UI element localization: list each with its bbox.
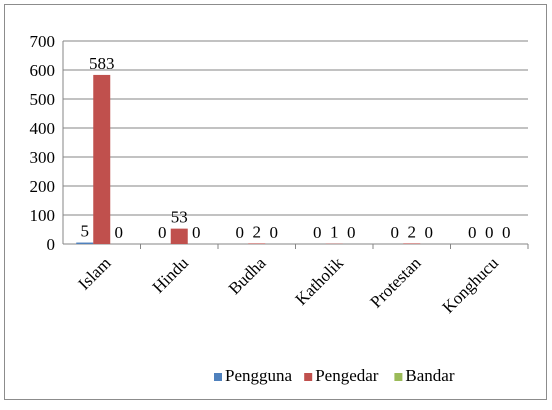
bar-pengedar (171, 229, 188, 244)
data-label: 583 (89, 54, 115, 73)
data-label: 0 (502, 223, 511, 242)
x-tick-label: Protestan (366, 253, 425, 312)
data-label: 2 (408, 222, 417, 241)
data-label: 2 (253, 222, 262, 241)
legend-swatch-pengguna (214, 373, 222, 381)
bar-pengedar (93, 75, 110, 244)
data-label: 0 (485, 223, 494, 242)
y-tick-label: 600 (30, 61, 56, 80)
bar-pengguna (76, 243, 93, 244)
bar-pengedar (248, 243, 265, 244)
x-tick-label: Hindu (149, 253, 193, 297)
y-tick-label: 100 (30, 206, 56, 225)
x-tick-label: Konghucu (439, 253, 503, 317)
x-tick-label: Islam (74, 253, 114, 293)
y-tick-label: 500 (30, 90, 56, 109)
bar-pengedar (403, 243, 420, 244)
y-tick-label: 700 (30, 32, 56, 51)
data-label: 0 (270, 223, 279, 242)
legend-swatch-bandar (394, 373, 402, 381)
data-label: 0 (313, 223, 322, 242)
legend-label-bandar: Bandar (405, 366, 454, 385)
data-label: 0 (391, 223, 400, 242)
data-label: 0 (347, 223, 356, 242)
y-tick-label: 0 (47, 235, 56, 254)
data-label: 0 (158, 223, 167, 242)
data-label: 0 (236, 223, 245, 242)
bar-chart: 0100200300400500600700Islam55830Hindu053… (5, 5, 552, 410)
legend-label-pengedar: Pengedar (315, 366, 379, 385)
data-label: 1 (330, 223, 339, 242)
legend-label-pengguna: Pengguna (225, 366, 293, 385)
x-tick-label: Katholik (292, 253, 348, 309)
data-label: 0 (192, 223, 201, 242)
data-label: 0 (115, 223, 124, 242)
data-label: 53 (171, 208, 188, 227)
data-label: 0 (425, 223, 434, 242)
y-tick-label: 400 (30, 119, 56, 138)
data-label: 0 (468, 223, 477, 242)
legend-swatch-pengedar (304, 373, 312, 381)
x-tick-label: Budha (225, 253, 270, 298)
y-tick-label: 200 (30, 177, 56, 196)
data-label: 5 (81, 222, 90, 241)
y-tick-label: 300 (30, 148, 56, 167)
